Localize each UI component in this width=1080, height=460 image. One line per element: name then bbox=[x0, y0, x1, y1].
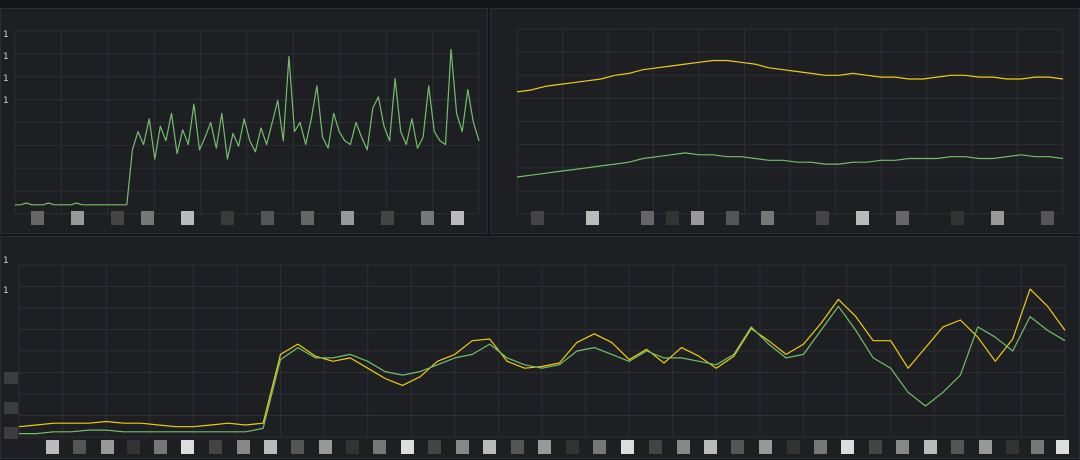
y-tick-label: 1 bbox=[3, 52, 9, 62]
x-tick-placeholder bbox=[141, 211, 154, 225]
x-tick-placeholder bbox=[154, 440, 167, 454]
x-tick-placeholder bbox=[856, 211, 869, 225]
x-tick-placeholder bbox=[181, 440, 194, 454]
x-tick-placeholder bbox=[181, 211, 194, 225]
x-tick-placeholder bbox=[666, 211, 679, 225]
x-tick-placeholder bbox=[649, 440, 662, 454]
x-tick-placeholder bbox=[677, 440, 690, 454]
x-tick-placeholder bbox=[319, 440, 332, 454]
y-tick-label: 1 bbox=[3, 74, 9, 84]
y-tick-placeholder bbox=[4, 402, 18, 414]
x-tick-placeholder bbox=[1031, 440, 1044, 454]
x-tick-placeholder bbox=[209, 440, 222, 454]
x-tick-placeholder bbox=[787, 440, 800, 454]
x-tick-placeholder bbox=[951, 211, 964, 225]
chart-top-right bbox=[491, 9, 1080, 235]
panel-top-right bbox=[490, 8, 1080, 234]
x-tick-placeholder bbox=[531, 211, 544, 225]
x-tick-placeholder bbox=[101, 440, 114, 454]
grid-lines bbox=[517, 29, 1063, 214]
x-tick-placeholder bbox=[726, 211, 739, 225]
x-tick-placeholder bbox=[71, 211, 84, 225]
x-tick-placeholder bbox=[428, 440, 441, 454]
x-tick-placeholder bbox=[31, 211, 44, 225]
x-tick-placeholder bbox=[761, 211, 774, 225]
y-tick-label: 1 bbox=[3, 30, 9, 40]
x-tick-placeholder bbox=[451, 211, 464, 225]
x-tick-placeholder bbox=[127, 440, 140, 454]
x-tick-placeholder bbox=[586, 211, 599, 225]
grid-lines bbox=[19, 265, 1065, 437]
x-tick-placeholder bbox=[641, 211, 654, 225]
x-tick-placeholder bbox=[951, 440, 964, 454]
grid-lines bbox=[15, 31, 479, 214]
panel-top-left: 1 1 1 1 bbox=[0, 8, 488, 234]
x-tick-placeholder bbox=[759, 440, 772, 454]
x-tick-placeholder bbox=[264, 440, 277, 454]
x-tick-placeholder bbox=[731, 440, 744, 454]
x-tick-placeholder bbox=[221, 211, 234, 225]
chart-bottom: 11 bbox=[1, 237, 1080, 460]
x-tick-placeholder bbox=[691, 211, 704, 225]
x-tick-placeholder bbox=[896, 211, 909, 225]
y-tick-placeholder bbox=[4, 427, 18, 439]
x-tick-placeholder bbox=[456, 440, 469, 454]
x-tick-placeholder bbox=[924, 440, 937, 454]
x-tick-placeholder bbox=[1056, 440, 1069, 454]
x-tick-placeholder bbox=[979, 440, 992, 454]
x-tick-placeholder bbox=[301, 211, 314, 225]
x-tick-placeholder bbox=[401, 440, 414, 454]
x-tick-placeholder bbox=[841, 440, 854, 454]
x-tick-placeholder bbox=[869, 440, 882, 454]
x-tick-placeholder bbox=[46, 440, 59, 454]
chart-top-left: 1 1 1 1 bbox=[1, 9, 489, 235]
x-tick-placeholder bbox=[1041, 211, 1054, 225]
y-tick-placeholder bbox=[4, 372, 18, 384]
x-tick-placeholder bbox=[381, 211, 394, 225]
x-tick-placeholder bbox=[896, 440, 909, 454]
y-tick-label: 1 bbox=[3, 96, 9, 106]
x-tick-placeholder bbox=[621, 440, 634, 454]
x-tick-placeholder bbox=[237, 440, 250, 454]
x-tick-placeholder bbox=[261, 211, 274, 225]
x-tick-placeholder bbox=[593, 440, 606, 454]
y-tick-label: 1 bbox=[3, 286, 9, 296]
x-tick-placeholder bbox=[483, 440, 496, 454]
x-tick-placeholder bbox=[291, 440, 304, 454]
x-tick-placeholder bbox=[373, 440, 386, 454]
x-tick-placeholder bbox=[566, 440, 579, 454]
y-tick-label: 1 bbox=[3, 256, 9, 266]
x-tick-placeholder bbox=[814, 440, 827, 454]
x-tick-placeholder bbox=[1006, 440, 1019, 454]
x-tick-placeholder bbox=[704, 440, 717, 454]
x-tick-placeholder bbox=[538, 440, 551, 454]
x-tick-placeholder bbox=[421, 211, 434, 225]
x-tick-placeholder bbox=[511, 440, 524, 454]
x-tick-placeholder bbox=[346, 440, 359, 454]
x-tick-placeholder bbox=[73, 440, 86, 454]
x-tick-placeholder bbox=[991, 211, 1004, 225]
x-tick-placeholder bbox=[111, 211, 124, 225]
x-tick-placeholder bbox=[816, 211, 829, 225]
x-tick-placeholder bbox=[341, 211, 354, 225]
